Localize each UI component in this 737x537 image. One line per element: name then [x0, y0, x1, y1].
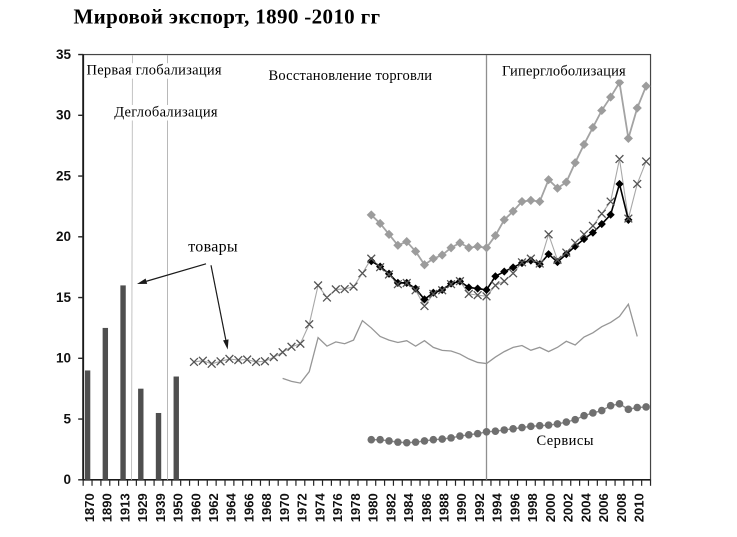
svg-text:1962: 1962 [206, 493, 221, 522]
svg-text:2010: 2010 [632, 493, 647, 522]
svg-text:1870: 1870 [82, 493, 97, 522]
svg-text:Первая глобализация: Первая глобализация [87, 63, 222, 79]
svg-text:1972: 1972 [295, 493, 310, 522]
svg-text:1988: 1988 [437, 493, 452, 522]
svg-text:1982: 1982 [383, 493, 398, 522]
svg-text:10: 10 [56, 351, 71, 366]
svg-text:30: 30 [56, 108, 71, 123]
svg-text:1990: 1990 [454, 493, 469, 522]
svg-text:1994: 1994 [490, 493, 505, 523]
svg-text:20: 20 [56, 229, 71, 244]
svg-text:1960: 1960 [188, 493, 203, 522]
svg-text:1964: 1964 [224, 493, 239, 523]
svg-text:0: 0 [63, 472, 71, 487]
svg-text:25: 25 [56, 168, 72, 183]
svg-text:2000: 2000 [543, 493, 558, 522]
svg-text:1998: 1998 [525, 493, 540, 522]
svg-text:2004: 2004 [578, 493, 593, 523]
svg-text:товары: товары [188, 239, 238, 256]
svg-text:Сервисы: Сервисы [537, 433, 594, 449]
svg-text:Деглобализация: Деглобализация [114, 105, 218, 121]
svg-text:35: 35 [56, 47, 72, 62]
svg-text:1996: 1996 [507, 493, 522, 522]
svg-text:1913: 1913 [117, 493, 132, 522]
svg-text:15: 15 [56, 290, 72, 305]
svg-text:1890: 1890 [100, 493, 115, 522]
svg-text:Восстановление торговли: Восстановление торговли [269, 68, 433, 84]
svg-text:1939: 1939 [153, 493, 168, 522]
svg-text:1980: 1980 [366, 493, 381, 522]
svg-text:2002: 2002 [561, 493, 576, 522]
svg-text:1966: 1966 [241, 493, 256, 522]
svg-text:Мировой экспорт, 1890 -2010 гг: Мировой экспорт, 1890 -2010 гг [74, 5, 381, 29]
svg-text:1974: 1974 [312, 493, 327, 523]
svg-text:Гиперглоболизация: Гиперглоболизация [502, 64, 626, 80]
svg-text:1968: 1968 [259, 493, 274, 522]
svg-text:1986: 1986 [419, 493, 434, 522]
svg-text:1992: 1992 [472, 493, 487, 522]
svg-text:1976: 1976 [330, 493, 345, 522]
svg-text:1950: 1950 [171, 493, 186, 522]
svg-text:5: 5 [63, 411, 71, 426]
svg-text:2008: 2008 [614, 493, 629, 522]
svg-text:1929: 1929 [135, 493, 150, 522]
svg-text:1970: 1970 [277, 493, 292, 522]
svg-text:1978: 1978 [348, 493, 363, 522]
svg-text:2006: 2006 [596, 493, 611, 522]
svg-text:1984: 1984 [401, 493, 416, 523]
